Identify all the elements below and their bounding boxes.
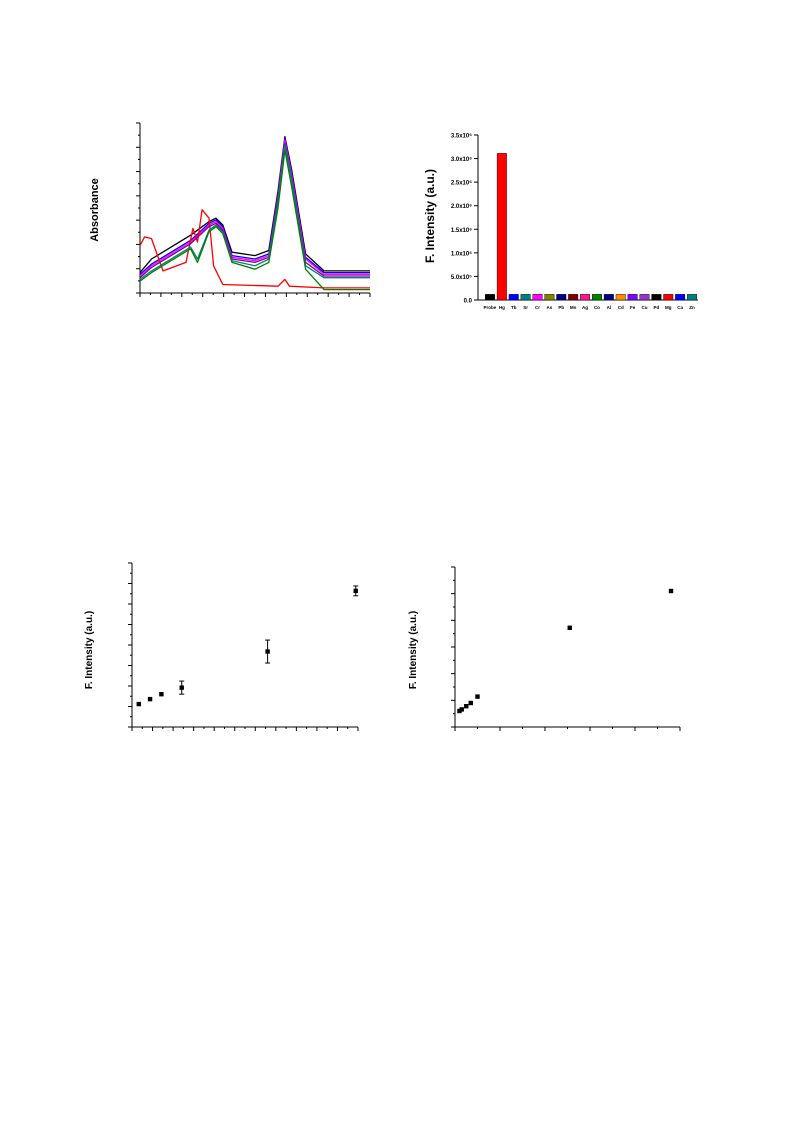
selectivity-bar — [496, 153, 507, 301]
linear-range-scatter-chart-svg: F. Intensity (a.u.) — [408, 566, 681, 731]
titration-scatter-chart: F. Intensity (a.u.) — [75, 555, 375, 750]
linear-range-data-point — [567, 625, 572, 630]
selectivity-bar — [627, 294, 638, 301]
absorbance-series-line — [139, 209, 370, 289]
linear-range-data-point — [459, 707, 464, 712]
titration-scatter-chart-svg: F. Intensity (a.u.) — [84, 562, 359, 731]
selectivity-bar — [544, 294, 555, 301]
linear-range-data-point — [468, 700, 473, 706]
selectivity-category-label: Probe — [484, 305, 497, 310]
selectivity-category-label: Cu — [642, 305, 648, 310]
selectivity-y-label: F. Intensity (a.u.) — [423, 169, 437, 263]
selectivity-bar — [651, 294, 662, 301]
linear-range-data-point — [475, 694, 480, 699]
linear-range-data-point — [464, 704, 469, 709]
selectivity-category-label: Fe — [630, 305, 636, 310]
selectivity-bar — [663, 294, 674, 301]
selectivity-y-tick-label: 2.5x10⁶ — [451, 181, 472, 187]
titration-y-label: F. Intensity (a.u.) — [84, 611, 95, 689]
selectivity-category-label: As — [547, 305, 553, 310]
titration-data-point — [159, 692, 164, 697]
selectivity-bar — [591, 294, 602, 301]
selectivity-category-label: Ag — [582, 305, 588, 310]
titration-data-point — [353, 588, 358, 594]
selectivity-category-label: Pb — [558, 305, 564, 310]
absorbance-series-line — [139, 149, 370, 291]
selectivity-category-label: Mg — [665, 305, 672, 310]
selectivity-category-label: Cr — [535, 305, 540, 310]
selectivity-category-label: Mn — [570, 305, 577, 310]
linear-range-data-point — [457, 708, 462, 714]
titration-data-point — [147, 696, 153, 702]
selectivity-category-label: Ca — [677, 305, 683, 310]
selectivity-category-label: Zn — [689, 305, 695, 310]
selectivity-y-tick-label: 5.0x10⁵ — [451, 275, 472, 281]
selectivity-bar — [484, 294, 495, 301]
titration-data-point — [265, 649, 270, 654]
selectivity-bar — [639, 294, 650, 301]
selectivity-bar — [568, 294, 579, 301]
selectivity-category-label: Cd — [618, 305, 624, 310]
absorbance-series-line — [139, 144, 370, 280]
selectivity-bar-chart-svg: F. Intensity (a.u.) 0.0 5.0x10⁵ 1.0x10⁶ 1.5… — [423, 134, 698, 310]
titration-data-point — [179, 685, 184, 690]
absorbance-chart-svg: Absorbance — [89, 122, 371, 297]
selectivity-bar — [687, 294, 698, 301]
selectivity-y-tick-label: 3.5x10⁶ — [451, 134, 472, 140]
linear-range-scatter-chart: F. Intensity (a.u.) — [400, 555, 700, 750]
selectivity-y-tick-label: 1.5x10⁶ — [451, 228, 472, 234]
selectivity-bar — [556, 294, 567, 301]
selectivity-bar — [508, 294, 519, 301]
selectivity-y-tick-label: 2.0x10⁶ — [451, 204, 472, 210]
selectivity-category-label: Al — [607, 305, 612, 310]
titration-data-point — [136, 701, 141, 707]
selectivity-bar — [675, 294, 686, 301]
selectivity-bar — [532, 294, 543, 301]
selectivity-y-tick-label: 3.0x10⁶ — [451, 157, 472, 163]
selectivity-bar — [603, 294, 614, 301]
absorbance-y-label: Absorbance — [89, 178, 101, 242]
selectivity-y-tick-label: 0.0 — [464, 299, 473, 305]
selectivity-category-label: Hg — [499, 305, 505, 310]
selectivity-category-label: Tb — [511, 305, 517, 310]
linear-range-y-label: F. Intensity (a.u.) — [408, 611, 419, 689]
selectivity-bar — [580, 294, 591, 301]
linear-range-data-point — [668, 588, 674, 594]
selectivity-bar — [615, 294, 626, 301]
selectivity-y-tick-label: 1.0x10⁶ — [451, 251, 472, 257]
selectivity-category-label: Pd — [654, 305, 660, 310]
absorbance-chart: Absorbance — [80, 115, 380, 315]
selectivity-bar — [520, 294, 531, 301]
selectivity-bar-chart: F. Intensity (a.u.) 0.0 5.0x10⁵ 1.0x10⁶ 1.5… — [410, 120, 730, 330]
selectivity-category-label: Co — [594, 305, 600, 310]
selectivity-category-label: Sr — [523, 305, 528, 310]
